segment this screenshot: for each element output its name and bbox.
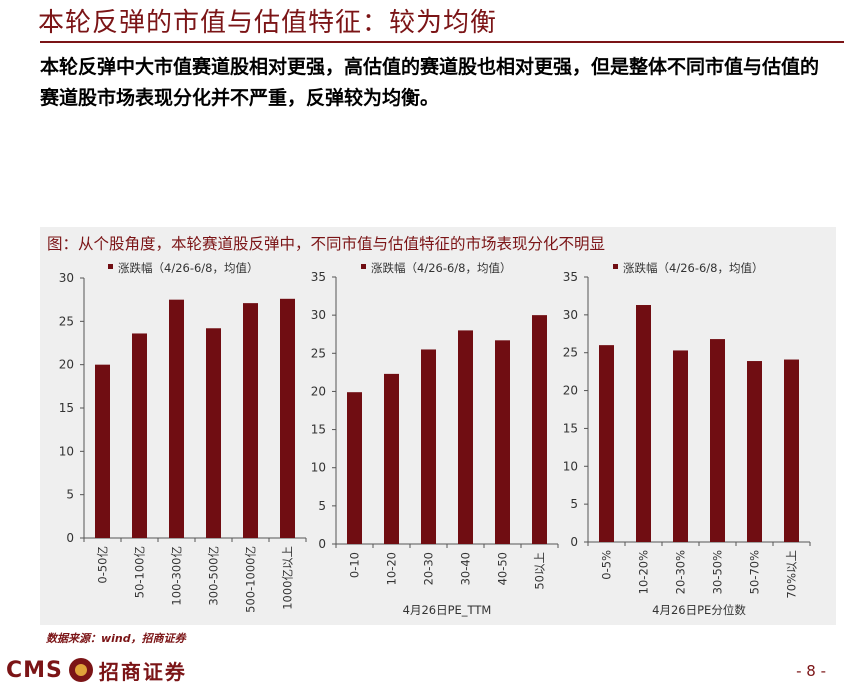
chart3-y-tick-label: 25 bbox=[563, 346, 578, 360]
chart3-legend-swatch bbox=[613, 264, 618, 269]
chart2-y-tick-label: 5 bbox=[318, 499, 326, 513]
chart3-bar bbox=[710, 339, 725, 542]
chart2-bar bbox=[347, 392, 362, 544]
chart3-y-tick-label: 20 bbox=[563, 384, 578, 398]
chart3-bar bbox=[636, 305, 651, 542]
chart3-y-tick-label: 30 bbox=[563, 308, 578, 322]
chart3-y-tick-label: 15 bbox=[563, 421, 578, 435]
slide-title: 本轮反弹的市值与估值特征：较为均衡 bbox=[38, 8, 498, 38]
figure-caption: 图：从个股角度，本轮赛道股反弹中，不同市值与估值特征的市场表现分化不明显 bbox=[47, 235, 606, 253]
chart1-category-label: 0-50亿 bbox=[96, 546, 110, 584]
chart1-category-label: 500-1000亿 bbox=[244, 546, 258, 613]
chart3-bar bbox=[599, 345, 614, 542]
chart2-y-tick-label: 10 bbox=[311, 461, 326, 475]
chart3-bar bbox=[747, 361, 762, 542]
chart1-category-label: 100-300亿 bbox=[170, 546, 184, 606]
chart1-bar bbox=[95, 364, 110, 538]
chart1-y-tick-label: 5 bbox=[66, 488, 74, 502]
chart1-y-tick-label: 15 bbox=[59, 401, 74, 415]
title-divider bbox=[40, 41, 844, 43]
chart1-y-tick-label: 20 bbox=[59, 358, 74, 372]
chart1-y-tick-label: 10 bbox=[59, 444, 74, 458]
chart3-category-label: 70%以上 bbox=[785, 550, 799, 599]
chart3-bar bbox=[673, 350, 688, 542]
chart3-category-label: 30-50% bbox=[711, 550, 725, 594]
chart2-bar bbox=[458, 330, 473, 544]
logo-text: CMS bbox=[6, 657, 63, 683]
chart3-category-label: 20-30% bbox=[674, 550, 688, 594]
chart2-category-label: 0-10 bbox=[348, 552, 362, 578]
chart2-bar bbox=[532, 315, 547, 544]
chart2-x-axis-title: 4月26日PE_TTM bbox=[403, 603, 492, 617]
chart2-legend-label: 涨跌幅（4/26-6/8，均值） bbox=[371, 261, 511, 275]
chart1-y-tick-label: 0 bbox=[66, 531, 74, 545]
chart1-legend-label: 涨跌幅（4/26-6/8，均值） bbox=[118, 261, 258, 275]
chart3-category-label: 10-20% bbox=[637, 550, 651, 594]
chart2-legend-swatch bbox=[361, 264, 366, 269]
chart2-category-label: 20-30 bbox=[422, 552, 436, 585]
chart1-bar bbox=[243, 303, 258, 538]
chart3-category-label: 50-70% bbox=[748, 550, 762, 594]
chart2-category-label: 40-50 bbox=[496, 552, 510, 585]
summary-text: 本轮反弹中大市值赛道股相对更强，高估值的赛道股也相对更强，但是整体不同市值与估值… bbox=[40, 56, 820, 109]
chart2-bar bbox=[495, 340, 510, 544]
chart3-x-axis-title: 4月26日PE分位数 bbox=[652, 603, 746, 617]
chart3-bar bbox=[784, 359, 799, 542]
chart1-bar bbox=[206, 328, 221, 538]
chart1-legend-swatch bbox=[108, 264, 113, 269]
chart1-category-label: 300-500亿 bbox=[207, 546, 221, 606]
data-source: 数据来源：wind，招商证券 bbox=[46, 632, 186, 645]
chart1-category-label: 1000亿以上 bbox=[281, 546, 295, 610]
chart2-y-tick-label: 20 bbox=[311, 384, 326, 398]
chart2-y-tick-label: 15 bbox=[311, 423, 326, 437]
company-logo: CMS 招商证券 bbox=[6, 655, 187, 685]
chart1-bar bbox=[169, 299, 184, 538]
chart1-y-tick-label: 25 bbox=[59, 314, 74, 328]
chart1-bar bbox=[132, 333, 147, 538]
chart3-legend-label: 涨跌幅（4/26-6/8，均值） bbox=[623, 261, 763, 275]
chart3-category-label: 0-5% bbox=[600, 550, 614, 580]
chart1-category-label: 50-100亿 bbox=[133, 546, 147, 598]
brand-name: 招商证券 bbox=[98, 659, 187, 684]
chart2-y-tick-label: 30 bbox=[311, 308, 326, 322]
chart2-bar bbox=[384, 373, 399, 544]
chart2-category-label: 50以上 bbox=[533, 552, 547, 590]
chart3-y-tick-label: 10 bbox=[563, 459, 578, 473]
chart1-bar bbox=[280, 298, 295, 538]
chart2-bar bbox=[421, 349, 436, 544]
chart2-category-label: 30-40 bbox=[459, 552, 473, 585]
chart3-y-tick-label: 5 bbox=[570, 497, 578, 511]
chart2-y-tick-label: 25 bbox=[311, 346, 326, 360]
chart2-category-label: 10-20 bbox=[385, 552, 399, 585]
chart3-y-tick-label: 35 bbox=[563, 270, 578, 284]
chart2-y-tick-label: 0 bbox=[318, 537, 326, 551]
page-number: - 8 - bbox=[796, 662, 826, 680]
chart3-y-tick-label: 0 bbox=[570, 535, 578, 549]
logo-emblem-icon bbox=[68, 658, 93, 682]
chart2-y-tick-label: 35 bbox=[311, 270, 326, 284]
chart1-y-tick-label: 30 bbox=[59, 271, 74, 285]
